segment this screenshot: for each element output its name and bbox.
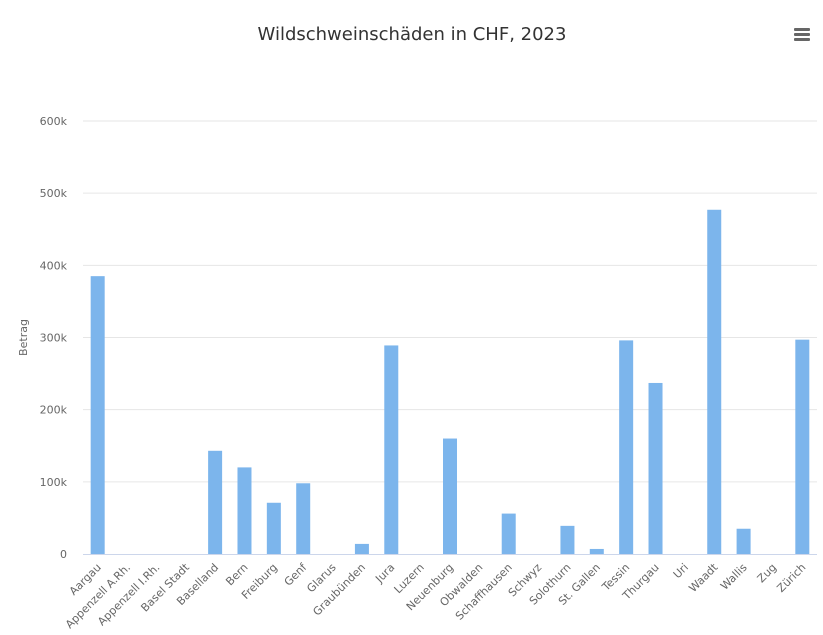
y-tick-label: 600k bbox=[40, 115, 68, 128]
y-tick-label: 200k bbox=[40, 404, 68, 417]
bar-bern[interactable] bbox=[237, 467, 252, 554]
bar-baselland[interactable] bbox=[208, 450, 223, 554]
bar-series[interactable] bbox=[90, 209, 810, 554]
x-tick-label: Jura bbox=[372, 561, 397, 586]
bar-waadt[interactable] bbox=[707, 209, 722, 554]
bar-st-gallen[interactable] bbox=[589, 548, 604, 554]
bar-thurgau[interactable] bbox=[648, 382, 663, 554]
bar-aargau[interactable] bbox=[90, 276, 105, 554]
x-tick-label: Zürich bbox=[774, 561, 808, 595]
y-tick-label: 300k bbox=[40, 332, 68, 345]
y-axis-label: Betrag bbox=[17, 319, 30, 356]
bar-jura[interactable] bbox=[384, 345, 399, 554]
y-axis-ticks: 0 100k 200k 300k 400k 500k 600k bbox=[40, 115, 68, 561]
grid-lines bbox=[83, 120, 817, 483]
bar-tessin[interactable] bbox=[619, 340, 634, 554]
x-tick-label: Graubünden bbox=[310, 561, 368, 619]
bar-schaffhausen[interactable] bbox=[501, 513, 516, 554]
bar-solothurn[interactable] bbox=[560, 525, 575, 554]
x-tick-label: Wallis bbox=[718, 561, 750, 593]
y-tick-label: 0 bbox=[60, 548, 67, 561]
y-tick-label: 100k bbox=[40, 476, 68, 489]
x-tick-label: Uri bbox=[671, 561, 691, 581]
bar-wallis[interactable] bbox=[736, 528, 751, 554]
bar-genf[interactable] bbox=[296, 483, 311, 554]
bar-freiburg[interactable] bbox=[266, 502, 281, 554]
bar-neuenburg[interactable] bbox=[443, 438, 457, 554]
bar-graubünden[interactable] bbox=[354, 543, 369, 554]
y-tick-label: 500k bbox=[40, 187, 68, 200]
hamburger-menu-icon[interactable] bbox=[790, 26, 814, 48]
bar-zürich[interactable] bbox=[795, 339, 810, 554]
y-tick-label: 400k bbox=[40, 259, 68, 272]
chart-title: Wildschweinschäden in CHF, 2023 bbox=[258, 24, 567, 45]
x-tick-label: Zug bbox=[755, 561, 779, 585]
x-tick-label: Waadt bbox=[686, 560, 720, 594]
